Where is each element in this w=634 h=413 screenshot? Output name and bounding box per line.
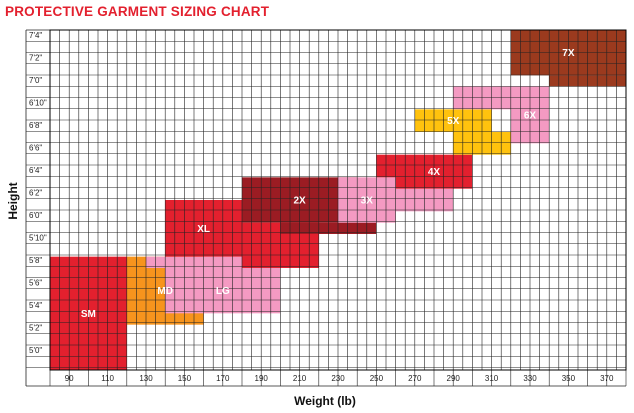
- size-label-4x: 4X: [428, 167, 441, 178]
- x-tick-label: 130: [139, 374, 153, 383]
- x-tick-label: 210: [293, 374, 307, 383]
- size-label-md: MD: [157, 286, 173, 297]
- y-tick-label: 6'6": [29, 144, 42, 153]
- y-tick-labels: 7'4" 7'2" 7'0" 6'10" 6'8" 6'6" 6'4" 6'2" 6'0" 5'1…: [29, 31, 47, 355]
- x-tick-label: 270: [408, 374, 422, 383]
- x-tick-label: 350: [562, 374, 576, 383]
- x-tick-label: 230: [331, 374, 345, 383]
- size-label-2x: 2X: [293, 196, 306, 207]
- size-labels: SM MD LG XL 2X 3X 4X 5X 6X 7X: [81, 48, 575, 320]
- y-tick-label: 5'8": [29, 256, 42, 265]
- y-tick-label: 6'4": [29, 166, 42, 175]
- y-tick-label: 6'2": [29, 189, 42, 198]
- x-tick-label: 330: [523, 374, 537, 383]
- y-tick-label: 6'10": [29, 99, 47, 108]
- y-tick-label: 5'2": [29, 324, 42, 333]
- y-tick-label: 5'0": [29, 346, 42, 355]
- y-tick-label: 5'10": [29, 234, 47, 243]
- chart-title: PROTECTIVE GARMENT SIZING CHART: [5, 4, 270, 19]
- x-tick-label: 370: [600, 374, 614, 383]
- size-label-xl: XL: [197, 224, 210, 235]
- size-label-lg: LG: [216, 286, 230, 297]
- plot-border: [49, 29, 627, 371]
- x-tick-label: 250: [370, 374, 384, 383]
- size-label-7x: 7X: [562, 48, 575, 59]
- y-tick-label: 5'6": [29, 279, 42, 288]
- grid-lines: [25, 29, 627, 387]
- size-label-5x: 5X: [447, 116, 460, 127]
- x-tick-label: 90: [65, 374, 74, 383]
- x-tick-label: 310: [485, 374, 499, 383]
- y-tick-label: 7'0": [29, 76, 42, 85]
- size-label-sm: SM: [81, 309, 96, 320]
- y-tick-label: 7'4": [29, 31, 42, 40]
- y-axis-label: Height: [6, 182, 20, 219]
- size-label-6x: 6X: [524, 111, 537, 122]
- x-tick-label: 150: [178, 374, 192, 383]
- size-label-3x: 3X: [361, 196, 374, 207]
- y-tick-label: 5'4": [29, 301, 42, 310]
- y-tick-label: 7'2": [29, 54, 42, 63]
- x-tick-label: 170: [216, 374, 230, 383]
- x-axis-label: Weight (lb): [294, 394, 356, 408]
- x-tick-label: 110: [101, 374, 114, 383]
- y-tick-label: 6'0": [29, 211, 42, 220]
- y-tick-label: 6'8": [29, 121, 42, 130]
- x-tick-label: 190: [255, 374, 269, 383]
- x-tick-label: 290: [447, 374, 461, 383]
- x-tick-labels: 90 110 130 150 170 190 210 230 250 270 290 310 330 35…: [65, 374, 614, 383]
